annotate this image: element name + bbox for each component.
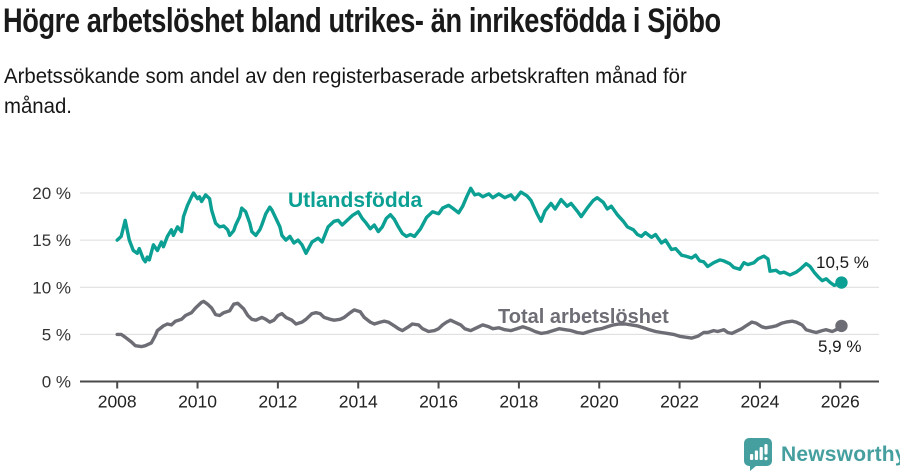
series-end-dot-total <box>835 319 848 333</box>
x-tick-label: 2020 <box>580 392 619 412</box>
logo-bar-2 <box>754 450 758 460</box>
newsworthy-logo-icon <box>744 438 772 471</box>
y-tick-label: 15 % <box>32 231 71 250</box>
series-line-utlandsfodda <box>115 186 844 288</box>
logo-exclamation-bar <box>764 444 768 455</box>
y-tick-label: 10 % <box>32 278 71 297</box>
footer-branding: Newsworthy <box>744 438 900 471</box>
end-value-label-utlandsfodda: 10,5 % <box>816 253 869 272</box>
series-end-dot-utlandsfodda <box>835 276 848 289</box>
series-label-utlandsfodda: Utlandsfödda <box>288 189 423 212</box>
subtitle-line-1: Arbetssökande som andel av den registerb… <box>4 65 687 88</box>
newsworthy-brand-text: Newsworthy <box>781 442 900 466</box>
subtitle-line-2: månad. <box>4 95 72 118</box>
logo-bar-1 <box>750 454 754 460</box>
page-title: Högre arbetslöshet bland utrikes- än inr… <box>3 2 721 40</box>
logo-exclamation-dot <box>764 457 768 461</box>
series-line-total <box>115 299 844 349</box>
x-tick-label: 2018 <box>499 392 538 412</box>
y-tick-label: 0 % <box>42 373 71 392</box>
y-tick-label: 20 % <box>32 184 71 203</box>
end-value-label-total: 5,9 % <box>818 337 862 356</box>
series-label-total-arbetsloshet: Total arbetslöshet <box>498 306 669 328</box>
x-tick-label: 2014 <box>339 392 378 412</box>
x-tick-label: 2010 <box>178 392 217 412</box>
x-tick-label: 2024 <box>740 392 779 412</box>
x-tick-label: 2022 <box>660 392 699 412</box>
logo-bar-3 <box>759 447 763 460</box>
chart-subtitle: Arbetssökande som andel av den registerb… <box>4 62 687 122</box>
x-tick-label: 2026 <box>821 392 860 412</box>
y-tick-label: 5 % <box>42 325 71 344</box>
x-tick-label: 2016 <box>419 392 458 412</box>
x-tick-label: 2012 <box>258 392 297 412</box>
x-tick-label: 2008 <box>98 392 137 412</box>
